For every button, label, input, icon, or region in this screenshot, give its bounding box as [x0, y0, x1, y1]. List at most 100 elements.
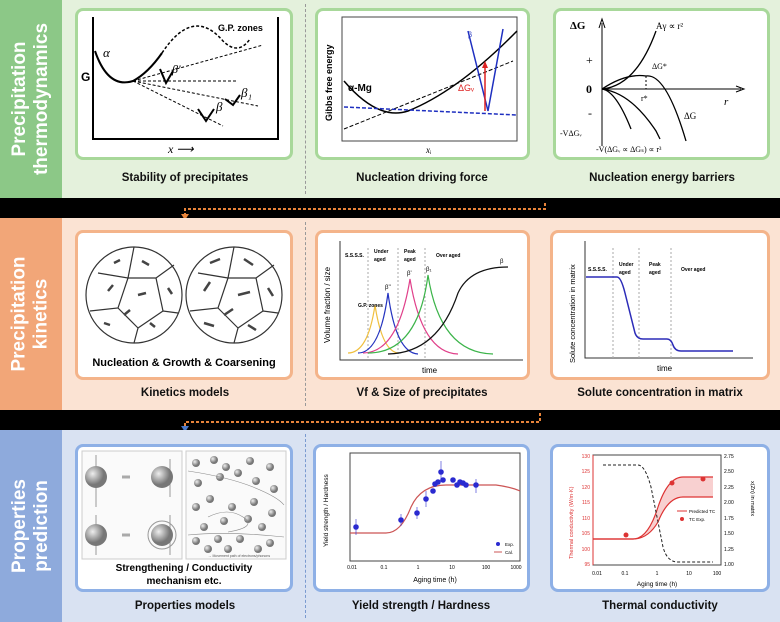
x-axis-label: Aging time (h)	[413, 577, 457, 584]
label-line: Properties	[9, 479, 31, 573]
row-label-thermodynamics: Precipitation thermodynamics	[0, 0, 62, 198]
row-label-kinetics: Precipitation kinetics	[0, 218, 62, 410]
label-line: Precipitation	[9, 41, 31, 157]
divider	[305, 434, 306, 618]
caption-properties-models: Properties models	[134, 600, 236, 612]
stage-under: Under	[374, 249, 389, 255]
y-tick: 120	[582, 485, 591, 491]
kinetics-band: Precipitation kinetics Nucleation & Growt…	[0, 218, 780, 410]
x-tick: 100	[482, 565, 491, 571]
y-axis-label: Gibbs free energy	[324, 44, 334, 121]
label-beta: β	[215, 99, 223, 114]
x-tick: 0.1	[622, 571, 629, 577]
label-line: thermodynamics	[31, 22, 53, 176]
y-axis-label: Volume fraction / size	[323, 266, 332, 343]
label-surface-term: Aγ ∝ r²	[656, 21, 683, 31]
caption-driving-force: Nucleation driving force	[356, 172, 488, 184]
row-label-properties: Properties prediction	[0, 430, 62, 622]
caption-energy-barriers: Nucleation energy barriers	[589, 172, 735, 184]
label-plus: +	[586, 53, 593, 67]
y-axis-label: ΔG	[570, 20, 586, 32]
stage-peak-aged: aged	[649, 270, 661, 276]
x-tick: 0.01	[592, 571, 602, 577]
label-zero: 0	[586, 82, 592, 96]
x-tick: 10	[449, 565, 455, 571]
stage-over-aged: Over aged	[436, 253, 460, 259]
stage-under-aged: aged	[619, 270, 631, 276]
panel-solute-concentration: Solute concentration in matrix time S.S.…	[550, 230, 770, 380]
label-minus: -	[588, 106, 592, 120]
caption-stability: Stability of precipitates	[121, 172, 249, 184]
panel-vf-size: Volume fraction / size time S.S.S.S. Und…	[315, 230, 530, 380]
stage-peak: Peak	[404, 249, 416, 255]
legend-exp: Exp.	[505, 542, 514, 547]
y-tick: 105	[582, 531, 591, 537]
y2-tick: 2.25	[724, 485, 734, 491]
x-axis-label: Aging time (h)	[637, 581, 677, 588]
label-beta-prime: β'	[407, 271, 412, 277]
stage-ssss: S.S.S.S.	[588, 267, 608, 273]
connector-arrow-2	[181, 413, 541, 432]
y-tick: 130	[582, 454, 591, 460]
label-beta: β	[468, 32, 472, 39]
label-volume-term: -VΔGᵥ	[560, 129, 582, 138]
label-line: kinetics	[31, 278, 53, 350]
panel-energy-barriers: ΔG + 0 - r Aγ ∝ r² ΔG* r* ΔG -VΔGᵥ -V(ΔG…	[553, 8, 770, 160]
thermodynamics-band: Precipitation thermodynamics G.P. zones α…	[0, 0, 780, 198]
legend-exp: TC Exp.	[689, 517, 705, 522]
label-gp-zones: G.P. zones	[358, 303, 383, 309]
divider	[305, 4, 306, 194]
x-axis-label: time	[422, 366, 438, 375]
x-tick: 100	[713, 571, 722, 577]
caption-vf-size: Vf & Size of precipitates	[356, 387, 488, 399]
legend-cal: Cal.	[505, 550, 513, 555]
stage-ssss: S.S.S.S.	[345, 253, 365, 259]
y2-tick: 1.75	[724, 516, 734, 522]
label-g: G	[81, 70, 90, 84]
panel-thermal-conductivity: 95 100 105 110 115 120 125 130 1.00 1.25…	[550, 444, 770, 592]
x-axis-label: time	[657, 364, 673, 373]
label-x: x ⟶	[167, 142, 194, 156]
y2-tick: 2.75	[724, 454, 734, 460]
label-delta-gv: ΔGᵥ	[458, 83, 474, 93]
properties-band: Properties prediction → Movement path of …	[0, 430, 780, 622]
caption-kinetics-models: Kinetics models	[140, 387, 230, 399]
x-tick: 0.01	[347, 565, 357, 571]
panel-properties-models: → Movement path of electrons/phonons Str…	[75, 444, 293, 592]
label-alpha-mg: α-Mg	[348, 83, 372, 94]
x-tick: 1000	[510, 565, 521, 571]
label-beta-double-prime: β''	[385, 285, 391, 291]
panel-kinetics-models: Nucleation & Growth & Coarsening	[75, 230, 293, 380]
x-axis-label: r	[724, 96, 729, 108]
inner-caption-line2: mechanism etc.	[146, 576, 221, 587]
label-beta1: β₁	[426, 267, 431, 273]
x-tick: 10	[686, 571, 692, 577]
inner-caption-line1: Strengthening / Conductivity	[116, 563, 253, 574]
caption-thermal-conductivity: Thermal conductivity	[602, 600, 718, 612]
label-line: prediction	[31, 480, 53, 572]
stage-over-aged: Over aged	[681, 267, 705, 273]
label-r-star: r*	[641, 94, 648, 103]
stage-peak: Peak	[649, 262, 661, 268]
x-tick: 0.1	[381, 565, 388, 571]
x-axis-label: xᵢ	[425, 145, 432, 155]
y2-tick: 1.50	[724, 531, 734, 537]
y-tick: 100	[582, 547, 591, 553]
legend-predicted: Predicted TC	[689, 509, 716, 514]
y-tick: 125	[582, 469, 591, 475]
divider	[305, 222, 306, 406]
y-tick: 95	[584, 562, 590, 568]
y2-tick: 2.00	[724, 500, 734, 506]
label-beta1: β₁	[240, 85, 252, 100]
panel-yield-strength: Yield strength / Hardness 0.01 0.1 1 10 …	[313, 444, 530, 592]
inner-caption: Nucleation & Growth & Coarsening	[92, 357, 275, 369]
y-axis-label: Yield strength / Hardness	[323, 474, 330, 547]
panel-stability: G.P. zones α G β' β₁ β x ⟶	[75, 8, 293, 160]
caption-solute-concentration: Solute concentration in matrix	[577, 387, 743, 399]
label-dg-star: ΔG*	[652, 62, 667, 71]
stage-under-aged: aged	[374, 257, 386, 263]
y2-tick: 1.00	[724, 562, 734, 568]
y-axis-label: Solute concentration in matrix	[568, 264, 577, 363]
label-line: Precipitation	[9, 256, 31, 372]
y-axis-label: Thermal conductivity (W/m·K)	[569, 486, 575, 559]
